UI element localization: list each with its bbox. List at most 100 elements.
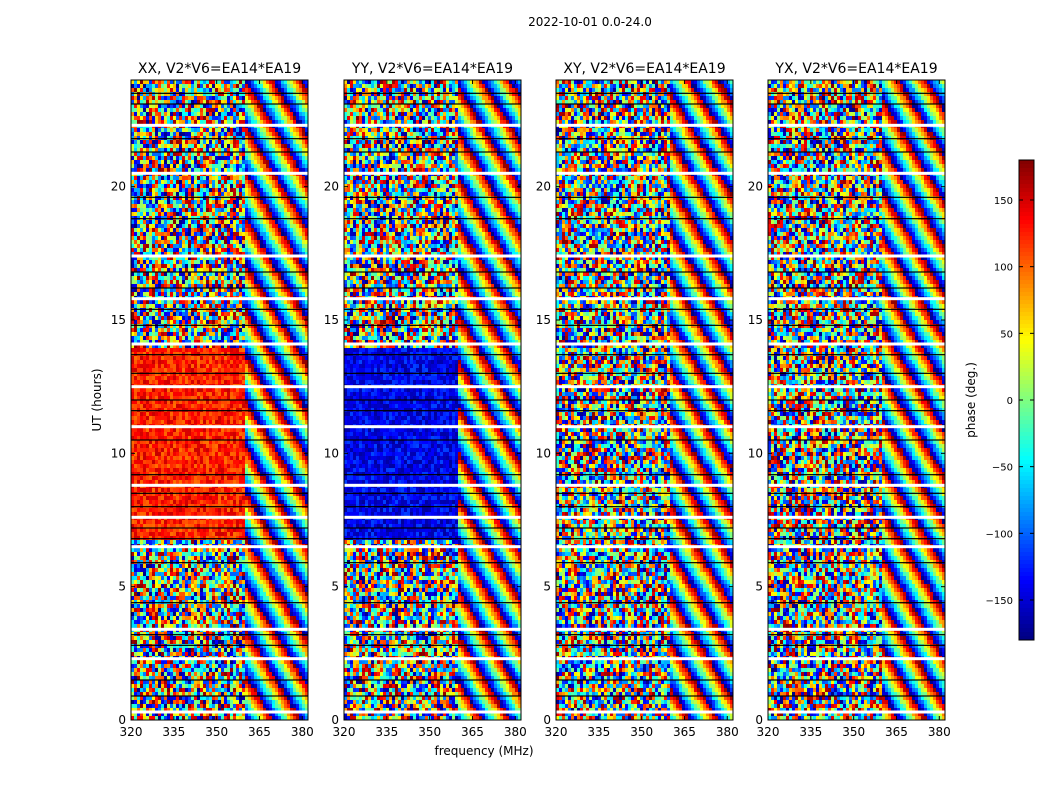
- heatmap-cell: [209, 104, 212, 108]
- heatmap-cell: [191, 140, 194, 144]
- heatmap-cell: [296, 88, 299, 92]
- heatmap-cell: [236, 128, 239, 132]
- heatmap-cell: [140, 120, 143, 124]
- heatmap-cell: [281, 84, 284, 88]
- heatmap-cell: [248, 92, 251, 96]
- heatmap-cell: [224, 112, 227, 116]
- heatmap-cell: [278, 88, 281, 92]
- heatmap-cell: [164, 96, 167, 100]
- heatmap-cell: [251, 104, 254, 108]
- heatmap-cell: [155, 116, 158, 120]
- heatmap-cell: [179, 132, 182, 136]
- heatmap-cell: [272, 132, 275, 136]
- heatmap-cell: [302, 88, 305, 92]
- heatmap-cell: [182, 116, 185, 120]
- heatmap-cell: [239, 132, 242, 136]
- heatmap-cell: [236, 84, 239, 88]
- heatmap-cell: [191, 84, 194, 88]
- heatmap-cell: [155, 144, 158, 148]
- heatmap-cell: [179, 128, 182, 132]
- heatmap-cell: [218, 116, 221, 120]
- heatmap-cell: [257, 88, 260, 92]
- heatmap-cell: [164, 108, 167, 112]
- heatmap-cell: [215, 144, 218, 148]
- heatmap-cell: [293, 104, 296, 108]
- heatmap-cell: [245, 92, 248, 96]
- heatmap-cell: [227, 92, 230, 96]
- heatmap-cell: [152, 92, 155, 96]
- heatmap-cell: [203, 144, 206, 148]
- heatmap-cell: [164, 80, 167, 84]
- heatmap-cell: [197, 120, 200, 124]
- heatmap-cell: [299, 112, 302, 116]
- heatmap-cell: [137, 80, 140, 84]
- heatmap-cell: [194, 128, 197, 132]
- heatmap-cell: [146, 84, 149, 88]
- heatmap-cell: [287, 112, 290, 116]
- heatmap-cell: [233, 88, 236, 92]
- heatmap-cell: [269, 80, 272, 84]
- heatmap-cell: [194, 116, 197, 120]
- heatmap-cell: [239, 120, 242, 124]
- heatmap-cell: [212, 132, 215, 136]
- heatmap-cell: [281, 80, 284, 84]
- heatmap-cell: [266, 112, 269, 116]
- heatmap-cell: [179, 80, 182, 84]
- heatmap-cell: [176, 108, 179, 112]
- heatmap-cell: [164, 120, 167, 124]
- heatmap-cell: [173, 128, 176, 132]
- heatmap-cell: [161, 132, 164, 136]
- heatmap-cell: [299, 140, 302, 144]
- heatmap-cell: [230, 112, 233, 116]
- heatmap-cell: [152, 140, 155, 144]
- heatmap-cell: [134, 108, 137, 112]
- heatmap-cell: [233, 116, 236, 120]
- heatmap-cell: [221, 116, 224, 120]
- heatmap-cell: [230, 128, 233, 132]
- heatmap-cell: [188, 112, 191, 116]
- heatmap-cell: [176, 96, 179, 100]
- heatmap-cell: [158, 132, 161, 136]
- heatmap-cell: [227, 104, 230, 108]
- heatmap-cell: [155, 140, 158, 144]
- heatmap-cell: [293, 96, 296, 100]
- heatmap-cell: [281, 112, 284, 116]
- heatmap-cell: [257, 120, 260, 124]
- heatmap-cell: [284, 120, 287, 124]
- heatmap-cell: [146, 104, 149, 108]
- heatmap-cell: [224, 88, 227, 92]
- heatmap-cell: [224, 140, 227, 144]
- heatmap-cell: [155, 80, 158, 84]
- heatmap-cell: [212, 80, 215, 84]
- heatmap-cell: [263, 80, 266, 84]
- heatmap-cell: [221, 144, 224, 148]
- heatmap-cell: [290, 88, 293, 92]
- heatmap-cell: [227, 84, 230, 88]
- heatmap-cell: [257, 112, 260, 116]
- heatmap-cell: [215, 96, 218, 100]
- heatmap-cell: [143, 108, 146, 112]
- heatmap-cell: [302, 84, 305, 88]
- heatmap-cell: [221, 108, 224, 112]
- heatmap-cell: [155, 96, 158, 100]
- heatmap-cell: [221, 80, 224, 84]
- heatmap-cell: [182, 108, 185, 112]
- heatmap-cell: [137, 104, 140, 108]
- heatmap-cell: [182, 92, 185, 96]
- heatmap-cell: [302, 140, 305, 144]
- heatmap-cell: [212, 96, 215, 100]
- heatmap-cell: [170, 108, 173, 112]
- heatmap-cell: [218, 144, 221, 148]
- heatmap-cell: [227, 80, 230, 84]
- heatmap-cell: [149, 104, 152, 108]
- heatmap-cell: [134, 112, 137, 116]
- heatmap-cell: [251, 140, 254, 144]
- heatmap-cell: [281, 116, 284, 120]
- heatmap-cell: [218, 96, 221, 100]
- heatmap-cell: [194, 140, 197, 144]
- heatmap-cell: [152, 144, 155, 148]
- heatmap-cell: [134, 132, 137, 136]
- heatmap-cell: [248, 96, 251, 100]
- heatmap-cell: [143, 96, 146, 100]
